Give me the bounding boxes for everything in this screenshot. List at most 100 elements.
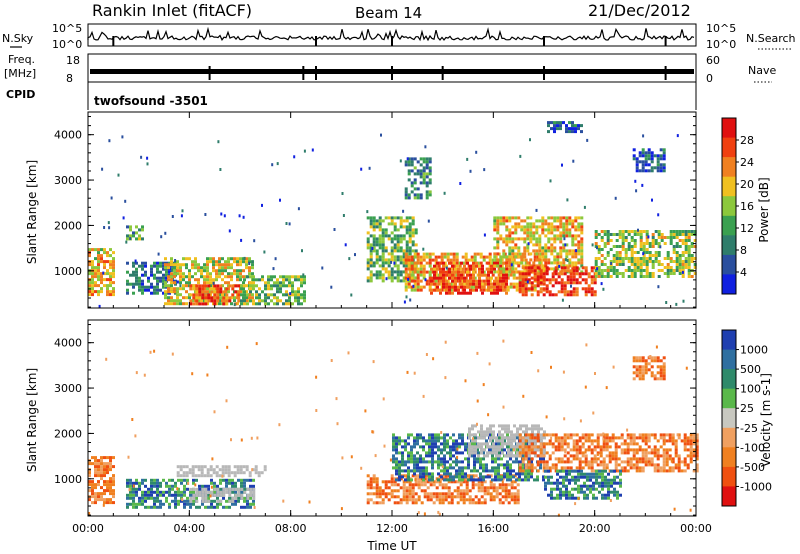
velocity-cell bbox=[500, 475, 503, 479]
velocity-cell bbox=[450, 501, 454, 505]
power-cell bbox=[239, 263, 242, 267]
power-cell bbox=[404, 193, 408, 197]
velocity-cell bbox=[494, 469, 497, 473]
power-cell bbox=[434, 273, 438, 277]
power-cell bbox=[455, 261, 459, 265]
velocity-cell bbox=[407, 457, 410, 461]
power-cell bbox=[270, 278, 273, 282]
velocity-cell bbox=[614, 463, 618, 467]
power-cell bbox=[428, 190, 432, 194]
power-cell bbox=[381, 255, 385, 259]
power-cell bbox=[542, 282, 546, 286]
power-cell bbox=[212, 260, 215, 264]
power-cell bbox=[433, 276, 436, 280]
velocity-cell bbox=[516, 442, 519, 446]
velocity-cell bbox=[234, 493, 238, 497]
power-cell bbox=[478, 279, 481, 283]
power-cell bbox=[156, 264, 159, 268]
velocity-cell bbox=[458, 442, 461, 446]
power-cell bbox=[451, 264, 454, 268]
velocity-cell bbox=[518, 445, 522, 449]
velocity-cell bbox=[390, 495, 394, 499]
power-cell bbox=[109, 275, 112, 279]
velocity-cell bbox=[692, 454, 696, 458]
velocity-cell bbox=[507, 454, 510, 458]
power-cell bbox=[455, 258, 459, 262]
power-cell bbox=[238, 214, 241, 218]
velocity-cell bbox=[191, 471, 195, 475]
power-cell bbox=[112, 293, 115, 297]
velocity-cell bbox=[614, 460, 618, 464]
velocity-cell bbox=[626, 460, 630, 464]
velocity-cell bbox=[129, 502, 132, 506]
velocity-cell bbox=[632, 451, 636, 455]
power-cell bbox=[627, 242, 631, 245]
power-cell bbox=[511, 240, 515, 244]
velocity-cell bbox=[165, 499, 168, 503]
velocity-cell bbox=[534, 433, 537, 437]
velocity-cell bbox=[440, 457, 443, 461]
power-cell bbox=[419, 270, 423, 274]
power-cell bbox=[261, 290, 264, 294]
power-cell bbox=[404, 187, 408, 191]
power-cell bbox=[508, 216, 512, 220]
power-cell bbox=[164, 284, 167, 288]
power-cell bbox=[654, 230, 658, 233]
velocity-cell bbox=[650, 457, 654, 461]
velocity-cell bbox=[428, 433, 431, 437]
velocity-cell bbox=[486, 489, 490, 493]
velocity-cell bbox=[106, 501, 109, 505]
power-cell bbox=[666, 263, 670, 266]
velocity-cell bbox=[231, 484, 234, 488]
velocity-cell bbox=[456, 489, 460, 493]
velocity-cell bbox=[689, 460, 693, 464]
power-cell bbox=[179, 263, 182, 267]
velocity-cell bbox=[605, 466, 609, 470]
power-cell bbox=[300, 275, 303, 279]
power-cell bbox=[511, 225, 515, 229]
power-cell bbox=[472, 267, 475, 271]
velocity-cell bbox=[97, 459, 100, 463]
velocity-cell bbox=[252, 502, 255, 506]
power-cell bbox=[535, 225, 539, 229]
power-cell bbox=[279, 281, 282, 285]
velocity-cell bbox=[668, 466, 672, 470]
power-cell bbox=[641, 169, 645, 173]
power-cell bbox=[560, 269, 564, 273]
power-cell bbox=[242, 269, 245, 273]
velocity-cell bbox=[398, 466, 401, 470]
power-cell bbox=[279, 275, 282, 279]
power-cell bbox=[428, 178, 432, 182]
velocity-cell bbox=[198, 505, 201, 509]
velocity-cell bbox=[425, 460, 428, 464]
velocity-cell bbox=[237, 478, 240, 482]
velocity-cell bbox=[477, 436, 480, 440]
velocity-cell bbox=[537, 448, 540, 452]
power-cell bbox=[135, 276, 138, 280]
velocity-cell bbox=[450, 492, 454, 496]
power-cell bbox=[273, 302, 276, 306]
power-cell bbox=[348, 257, 351, 261]
power-cell bbox=[427, 219, 430, 223]
velocity-cell bbox=[662, 460, 666, 464]
velocity-cell bbox=[100, 459, 103, 463]
velocity-cell bbox=[444, 498, 448, 502]
velocity-cell bbox=[554, 463, 558, 467]
power-cell bbox=[520, 219, 524, 223]
power-cell bbox=[526, 228, 530, 232]
power-cell bbox=[396, 273, 400, 277]
velocity-cell bbox=[405, 492, 409, 496]
power-cell bbox=[551, 278, 555, 282]
power-cell bbox=[568, 258, 572, 262]
power-cell bbox=[624, 239, 628, 242]
power-cell bbox=[408, 240, 412, 244]
velocity-cell bbox=[516, 445, 519, 449]
power-cell bbox=[416, 196, 420, 200]
power-cell bbox=[553, 237, 557, 241]
power-cell bbox=[457, 276, 460, 280]
velocity-cell bbox=[228, 493, 232, 497]
power-cell bbox=[684, 245, 688, 248]
velocity-cell bbox=[507, 501, 511, 505]
velocity-cell bbox=[563, 442, 567, 446]
power-cell bbox=[288, 284, 291, 288]
